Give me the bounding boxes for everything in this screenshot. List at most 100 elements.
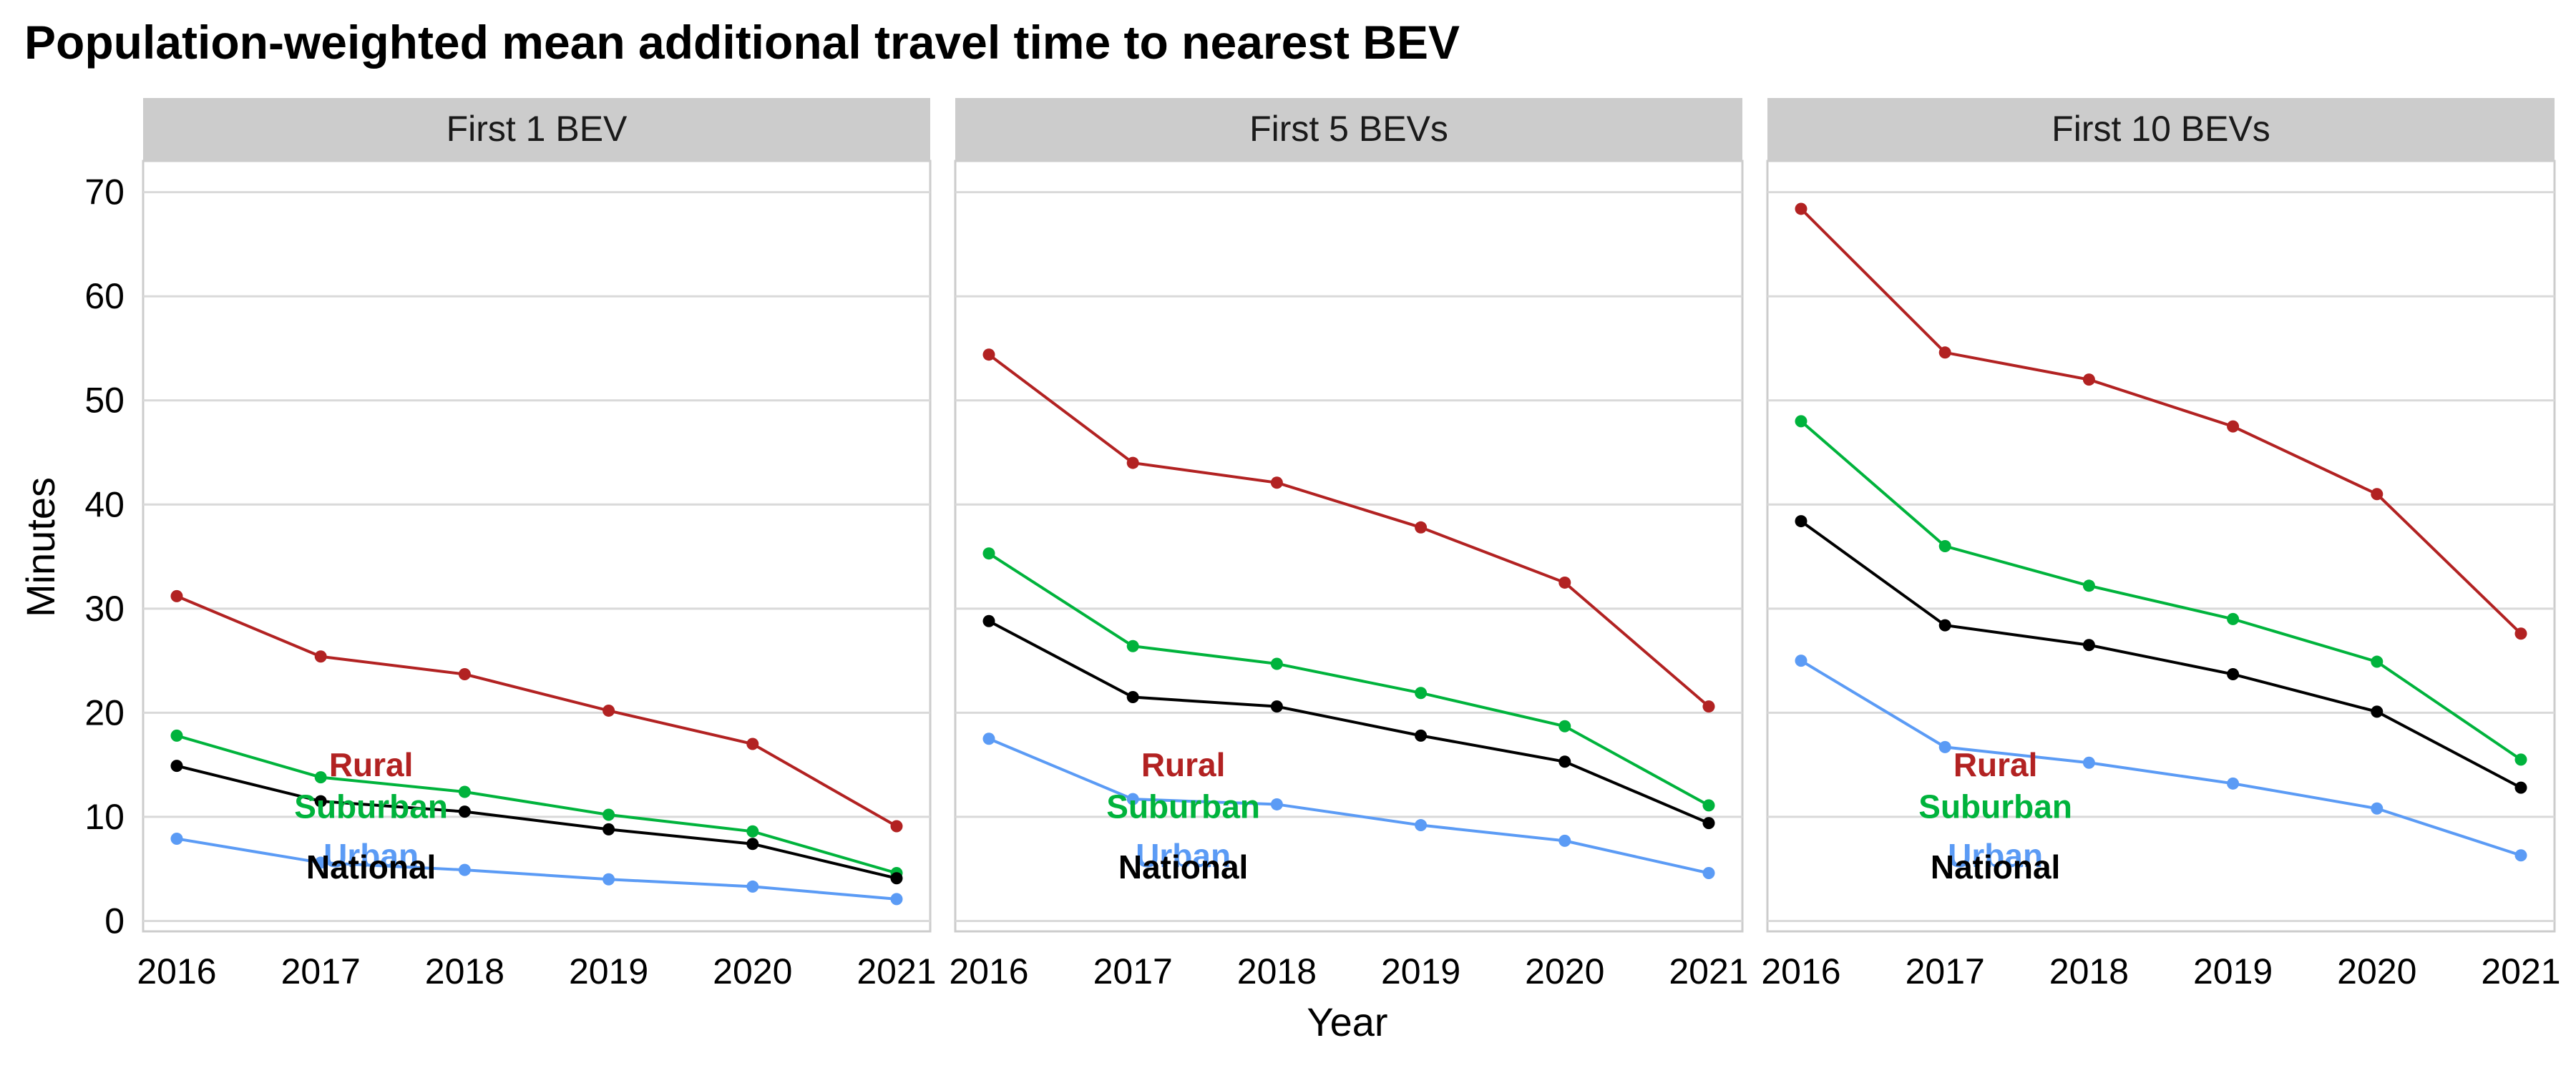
y-tick-label: 40: [84, 484, 125, 524]
data-point-suburban: [602, 808, 615, 821]
data-point-suburban: [746, 825, 759, 838]
series-label-national: National: [1931, 848, 2060, 886]
data-point-urban: [2082, 756, 2095, 769]
y-tick-label: 10: [84, 797, 125, 837]
data-point-suburban: [1558, 720, 1571, 733]
data-point-suburban: [1415, 687, 1428, 700]
data-point-national: [170, 760, 183, 773]
data-point-suburban: [1126, 640, 1139, 652]
series-label-national: National: [1118, 848, 1248, 886]
x-tick-label: 2019: [569, 951, 648, 991]
data-point-national: [602, 823, 615, 836]
data-point-suburban: [2082, 579, 2095, 592]
data-point-rural: [1938, 346, 1951, 359]
x-axis-title: Year: [1307, 999, 1387, 1044]
panel-3: First 10 BEVs 2016 2017 2018 2019 2020 2021 Rur…: [1761, 98, 2561, 991]
data-point-national: [2371, 705, 2384, 718]
panel-plot-area: [954, 160, 1744, 933]
chart-title: Population-weighted mean additional trav…: [24, 16, 1460, 69]
data-point-urban: [1415, 819, 1428, 832]
data-point-suburban: [170, 729, 183, 742]
data-point-rural: [1270, 476, 1283, 489]
x-tick-label: 2020: [1525, 951, 1604, 991]
data-point-rural: [1558, 576, 1571, 589]
data-point-urban: [1938, 740, 1951, 753]
data-point-rural: [982, 348, 995, 361]
data-point-national: [2227, 668, 2240, 681]
series-line-national: [176, 764, 897, 880]
data-point-national: [890, 872, 903, 885]
data-point-suburban: [982, 547, 995, 560]
data-point-urban: [458, 863, 471, 876]
data-point-suburban: [314, 771, 327, 784]
y-tick-label: 30: [84, 589, 125, 629]
series-line-suburban: [1800, 420, 2522, 761]
series-line-suburban: [176, 734, 897, 875]
series-line-rural: [987, 353, 1710, 708]
data-point-urban: [314, 856, 327, 869]
y-tick-label: 50: [84, 381, 125, 421]
series-line-national: [1800, 519, 2522, 789]
y-tick-label: 20: [84, 692, 125, 733]
data-point-suburban: [1270, 657, 1283, 670]
y-tick-label: 0: [104, 901, 125, 941]
data-point-rural: [2082, 373, 2095, 386]
series-line-urban: [176, 837, 897, 901]
data-point-urban: [2371, 802, 2384, 815]
x-tick-label: 2018: [425, 951, 504, 991]
x-tick-label: 2019: [1381, 951, 1460, 991]
data-point-national: [1558, 755, 1571, 768]
panel-strip: [955, 98, 1742, 161]
x-tick-label: 2016: [1761, 951, 1840, 991]
series-label-rural: Rural: [1953, 746, 2038, 783]
series-label-suburban: Suburban: [294, 788, 448, 825]
x-tick-label: 2017: [1093, 951, 1173, 991]
x-tick-label: 2020: [2337, 951, 2416, 991]
x-tick-label: 2019: [2193, 951, 2273, 991]
data-point-urban: [602, 873, 615, 886]
data-point-suburban: [2371, 655, 2384, 668]
data-point-national: [1795, 515, 1807, 528]
data-point-national: [458, 805, 471, 818]
data-point-urban: [746, 880, 759, 893]
data-point-urban: [1702, 866, 1715, 879]
series-line-suburban: [987, 552, 1709, 807]
y-tick-label: 60: [84, 276, 125, 316]
data-point-suburban: [458, 785, 471, 798]
data-point-rural: [314, 650, 327, 663]
data-point-rural: [2227, 420, 2240, 433]
panel-strip: [1767, 98, 2555, 161]
series-line-urban: [988, 737, 1709, 875]
panel-title: First 1 BEV: [447, 109, 628, 149]
panel-2: First 5 BEVs 2016 2017 2018 2019 2020 2021 Rura…: [949, 98, 1749, 991]
x-tick-label: 2021: [857, 951, 936, 991]
data-point-urban: [1795, 655, 1807, 667]
panels: First 1 BEV 0 10 20 30 40 50 60 70 2016 2017 2018 20…: [84, 98, 2561, 991]
series-label-urban: Urban: [323, 837, 419, 874]
data-point-national: [2082, 639, 2095, 652]
data-point-rural: [1126, 456, 1139, 469]
series-label-national: National: [306, 848, 436, 886]
series-label-suburban: Suburban: [1106, 788, 1260, 825]
panel-strip: [143, 98, 930, 161]
x-tick-label: 2016: [949, 951, 1028, 991]
data-point-urban: [890, 893, 903, 906]
data-point-national: [982, 614, 995, 627]
x-tick-label: 2017: [1906, 951, 1985, 991]
y-axis-title: Minutes: [18, 477, 63, 617]
data-point-urban: [1126, 793, 1139, 805]
data-point-suburban: [1795, 415, 1807, 428]
data-point-rural: [1702, 700, 1715, 713]
data-point-urban: [2227, 777, 2240, 790]
data-point-rural: [458, 668, 471, 681]
series-label-rural: Rural: [329, 746, 414, 783]
data-point-urban: [2514, 849, 2527, 862]
panel-plot-area: [1766, 160, 2556, 933]
series-label-urban: Urban: [1136, 837, 1231, 874]
data-point-suburban: [2514, 753, 2527, 766]
data-point-national: [1126, 691, 1139, 704]
data-point-national: [314, 795, 327, 808]
data-point-urban: [170, 832, 183, 845]
data-point-national: [1938, 619, 1951, 632]
